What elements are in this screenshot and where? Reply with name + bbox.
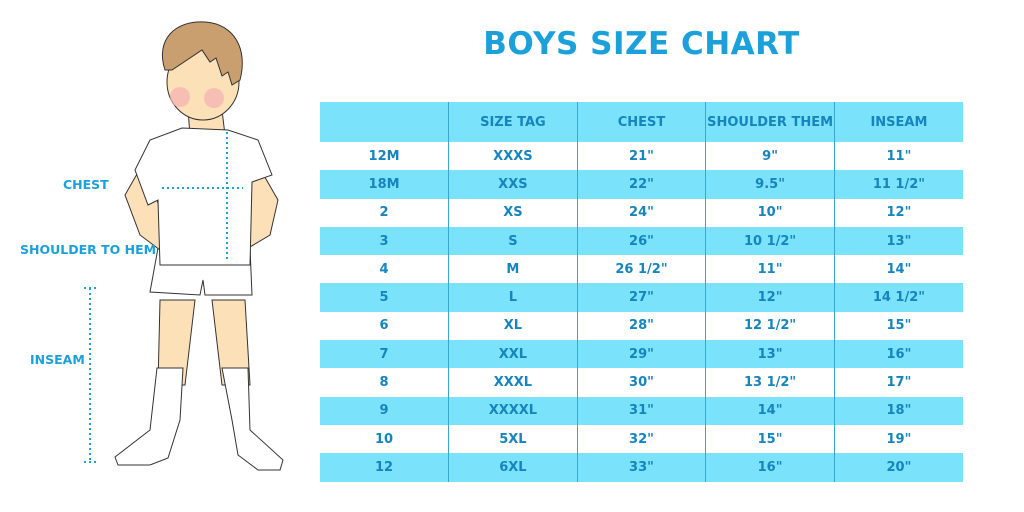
size-chart-table: SIZE TAG CHEST SHOULDER THEM INSEAM 12M XXXS…: [320, 102, 963, 482]
cell-size-tag: XL: [448, 311, 578, 341]
table-row: 2 XS 24" 10" 12": [320, 198, 963, 227]
cell-shoulder-to-hem: 9.5": [705, 170, 835, 199]
boy-illustration: [84, 21, 284, 471]
cell-age: 12: [320, 453, 449, 482]
cell-size-tag: M: [448, 255, 578, 284]
cell-size-tag: L: [448, 283, 578, 312]
cell-size-tag: 6XL: [448, 453, 578, 482]
cell-size-tag: XXXXL: [448, 396, 578, 425]
table-row: 18M XXS 22" 9.5" 11 1/2": [320, 170, 963, 199]
table-row: 12M XXXS 21" 9" 11": [320, 142, 963, 171]
shoulder-to-hem-label: SHOULDER TO HEM: [20, 242, 157, 257]
cell-chest: 24": [576, 198, 706, 227]
cell-shoulder-to-hem: 10": [705, 198, 835, 227]
table-row: 12 6XL 33" 16" 20": [320, 453, 963, 482]
cell-age: 3: [320, 226, 449, 256]
cell-inseam: 18": [833, 396, 963, 425]
table-row: 10 5XL 32" 15" 19": [320, 424, 963, 454]
cell-size-tag: 5XL: [448, 424, 578, 454]
cell-inseam: 11": [833, 142, 963, 171]
cell-size-tag: S: [448, 226, 578, 256]
cell-inseam: 11 1/2": [833, 170, 963, 199]
cell-shoulder-to-hem: 11": [705, 255, 835, 284]
cell-size-tag: XXXL: [448, 368, 578, 397]
cell-chest: 33": [576, 453, 706, 482]
cell-inseam: 12": [833, 198, 963, 227]
cell-shoulder-to-hem: 16": [705, 453, 835, 482]
cell-shoulder-to-hem: 12": [705, 283, 835, 312]
cell-inseam: 13": [833, 226, 963, 256]
cell-chest: 27": [576, 283, 706, 312]
cell-size-tag: XS: [448, 198, 578, 227]
cell-age: 6: [379, 318, 389, 334]
cell-size-tag: XXL: [448, 340, 578, 369]
cell-chest: 22": [576, 170, 706, 199]
cell-age: 8: [379, 375, 389, 391]
cell-inseam: 19": [833, 424, 963, 454]
cell-age: 18M: [320, 170, 449, 199]
table-row: 4 M 26 1/2" 11" 14": [320, 255, 963, 284]
page-title: BOYS SIZE CHART: [483, 26, 800, 62]
cell-chest: 32": [576, 424, 706, 454]
cell-age: 9: [320, 396, 449, 425]
table-header-row: SIZE TAG CHEST SHOULDER THEM INSEAM: [320, 102, 963, 142]
header-inseam: INSEAM: [833, 102, 963, 142]
cell-age: 7: [320, 340, 449, 369]
cell-inseam: 20": [833, 453, 963, 482]
cell-shoulder-to-hem: 13 1/2": [705, 368, 835, 397]
cell-inseam: 14": [833, 255, 963, 284]
table-row: 5 L 27" 12" 14 1/2": [320, 283, 963, 312]
table-row: 8 XXXL 30" 13 1/2" 17": [320, 368, 963, 397]
cell-age: 10: [375, 431, 394, 447]
cell-chest: 30": [576, 368, 706, 397]
cell-shoulder-to-hem: 12 1/2": [705, 311, 835, 341]
cell-inseam: 14 1/2": [833, 283, 963, 312]
table-row: 6 XL 28" 12 1/2" 15": [320, 311, 963, 341]
cell-shoulder-to-hem: 13": [705, 340, 835, 369]
cell-inseam: 17": [833, 368, 963, 397]
cell-size-tag: XXS: [448, 170, 578, 199]
cell-shoulder-to-hem: 14": [705, 396, 835, 425]
table-row: 7 XXL 29" 13" 16": [320, 340, 963, 369]
cell-inseam: 15": [833, 311, 963, 341]
cell-chest: 29": [576, 340, 706, 369]
cell-shoulder-to-hem: 10 1/2": [705, 226, 835, 256]
cell-chest: 26": [576, 226, 706, 256]
table-row: 3 S 26" 10 1/2" 13": [320, 226, 963, 256]
cell-inseam: 16": [833, 340, 963, 369]
inseam-label: INSEAM: [30, 352, 85, 367]
header-shoulder-to-hem: SHOULDER THEM: [705, 102, 835, 142]
cell-size-tag: XXXS: [448, 142, 578, 171]
cell-shoulder-to-hem: 15": [705, 424, 835, 454]
header-chest: CHEST: [576, 102, 706, 142]
cell-age: 12M: [368, 148, 400, 164]
cell-age: 5: [320, 283, 449, 312]
cell-chest: 21": [576, 142, 706, 171]
cell-chest: 31": [576, 396, 706, 425]
header-size-tag: SIZE TAG: [448, 102, 578, 142]
cell-shoulder-to-hem: 9": [705, 142, 835, 171]
chest-label: CHEST: [63, 177, 109, 192]
cell-chest: 28": [576, 311, 706, 341]
cell-age: 2: [379, 205, 389, 221]
header-age: [320, 102, 449, 142]
cell-age: 4: [379, 261, 389, 277]
cell-chest: 26 1/2": [576, 255, 706, 284]
table-row: 9 XXXXL 31" 14" 18": [320, 396, 963, 425]
